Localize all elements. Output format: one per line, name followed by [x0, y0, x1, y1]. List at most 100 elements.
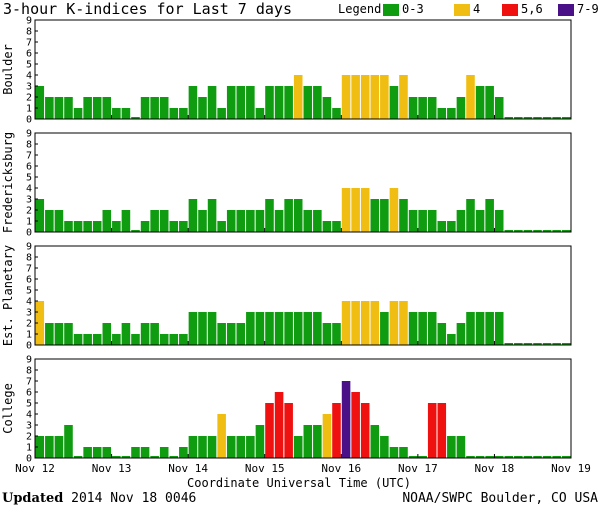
college-bar-17 — [198, 436, 207, 458]
fredericksburg-bar-0 — [35, 199, 45, 232]
est-planetary-bar-17 — [198, 312, 207, 345]
boulder-bar-13 — [159, 97, 169, 119]
fredericksburg-bar-13 — [159, 210, 169, 232]
college-ytick-label-9: 9 — [26, 355, 32, 366]
college-ytick-label-3: 3 — [26, 421, 32, 432]
est-planetary-bar-4 — [73, 334, 83, 345]
boulder-bar-14 — [169, 108, 179, 119]
est-planetary-ytick-label-9: 9 — [26, 242, 32, 253]
fredericksburg-bar-45 — [466, 199, 475, 232]
fredericksburg-ytick-label-7: 7 — [26, 151, 32, 162]
boulder-bar-27 — [293, 75, 303, 119]
fredericksburg-bar-28 — [303, 210, 313, 232]
fredericksburg-ytick-label-2: 2 — [26, 206, 32, 217]
boulder-bar-45 — [466, 75, 475, 119]
college-bar-13 — [159, 447, 169, 458]
college-ytick-label-2: 2 — [26, 432, 32, 443]
x-tick-label-0: Nov 12 — [15, 462, 55, 475]
est-planetary-bar-43 — [447, 334, 456, 345]
fredericksburg-bar-37 — [389, 188, 399, 232]
est-planetary-bar-11 — [140, 323, 150, 345]
est-planetary-bar-44 — [456, 323, 466, 345]
est-planetary-bar-20 — [226, 323, 236, 345]
boulder-ytick-label-0: 0 — [26, 115, 32, 126]
college-ytick-label-7: 7 — [26, 377, 32, 388]
boulder-bar-24 — [265, 86, 274, 119]
est-planetary-bar-37 — [389, 301, 399, 345]
boulder-bar-54 — [552, 117, 561, 119]
boulder-bar-30 — [322, 97, 332, 119]
boulder-bar-35 — [370, 75, 380, 119]
est-planetary-bar-47 — [485, 312, 494, 345]
fredericksburg-panel-frame — [34, 132, 572, 233]
college-bar-48 — [494, 456, 504, 458]
college-bar-16 — [188, 436, 198, 458]
fredericksburg-ytick-label-1: 1 — [26, 217, 32, 228]
college-bar-22 — [246, 436, 255, 458]
est-planetary-bar-48 — [494, 312, 504, 345]
boulder-bar-9 — [121, 108, 131, 119]
college-bar-55 — [561, 456, 571, 458]
fredericksburg-ytick-label-4: 4 — [26, 184, 32, 195]
fredericksburg-bar-39 — [408, 210, 418, 232]
est-planetary-bar-39 — [408, 312, 418, 345]
est-planetary-bar-9 — [121, 323, 131, 345]
fredericksburg-bar-50 — [514, 230, 523, 232]
fredericksburg-bar-12 — [150, 210, 159, 232]
college-ytick-label-5: 5 — [26, 399, 32, 410]
college-bar-45 — [466, 456, 475, 458]
fredericksburg-bar-27 — [293, 199, 303, 232]
college-bar-28 — [303, 425, 313, 458]
x-axis-label: Coordinate Universal Time (UTC) — [187, 476, 411, 490]
college-bar-31 — [332, 403, 341, 458]
fredericksburg-bar-24 — [265, 199, 274, 232]
est-planetary-bar-13 — [159, 334, 169, 345]
legend-item-5-6: 5,6 — [521, 2, 543, 16]
boulder-bar-50 — [514, 117, 523, 119]
fredericksburg-bar-49 — [504, 230, 514, 232]
updated-value: 2014 Nov 18 0046 — [71, 491, 197, 506]
fredericksburg-ytick-label-6: 6 — [26, 162, 32, 173]
est-planetary-bar-28 — [303, 312, 313, 345]
est-planetary-bar-25 — [274, 312, 284, 345]
fredericksburg-bar-40 — [418, 210, 427, 232]
college-bar-52 — [533, 456, 542, 458]
college-bar-23 — [255, 425, 265, 458]
x-tick-label-7: Nov 19 — [551, 462, 591, 475]
fredericksburg-bar-42 — [437, 221, 447, 232]
college-bar-0 — [35, 436, 45, 458]
fredericksburg-bar-6 — [92, 221, 102, 232]
college-bar-54 — [552, 456, 561, 458]
est-planetary-bar-32 — [341, 301, 351, 345]
boulder-bar-39 — [408, 97, 418, 119]
college-bar-10 — [131, 447, 140, 458]
est-planetary-panel-frame — [34, 245, 572, 346]
x-tick-label-2: Nov 14 — [168, 462, 208, 475]
fredericksburg-bar-2 — [54, 210, 64, 232]
boulder-bar-53 — [542, 117, 552, 119]
college-bar-21 — [236, 436, 246, 458]
boulder-bar-48 — [494, 97, 504, 119]
boulder-bar-22 — [246, 86, 255, 119]
fredericksburg-bar-38 — [399, 199, 408, 232]
legend-swatch-5-6 — [502, 4, 518, 16]
boulder-bar-3 — [64, 97, 73, 119]
fredericksburg-bar-53 — [542, 230, 552, 232]
fredericksburg-bar-31 — [332, 221, 341, 232]
est-planetary-bar-16 — [188, 312, 198, 345]
fredericksburg-bar-29 — [313, 210, 322, 232]
est-planetary-bar-50 — [514, 343, 523, 345]
boulder-bar-10 — [131, 117, 140, 119]
college-bar-19 — [217, 414, 226, 458]
boulder-bar-18 — [207, 86, 217, 119]
college-bar-20 — [226, 436, 236, 458]
fredericksburg-bar-47 — [485, 199, 494, 232]
boulder-bar-4 — [73, 108, 83, 119]
fredericksburg-bar-32 — [341, 188, 351, 232]
fredericksburg-ytick-label-3: 3 — [26, 195, 32, 206]
boulder-ytick-label-9: 9 — [26, 16, 32, 27]
boulder-bar-26 — [284, 86, 293, 119]
est-planetary-ytick-label-7: 7 — [26, 264, 32, 275]
boulder-bar-38 — [399, 75, 408, 119]
fredericksburg-bar-52 — [533, 230, 542, 232]
